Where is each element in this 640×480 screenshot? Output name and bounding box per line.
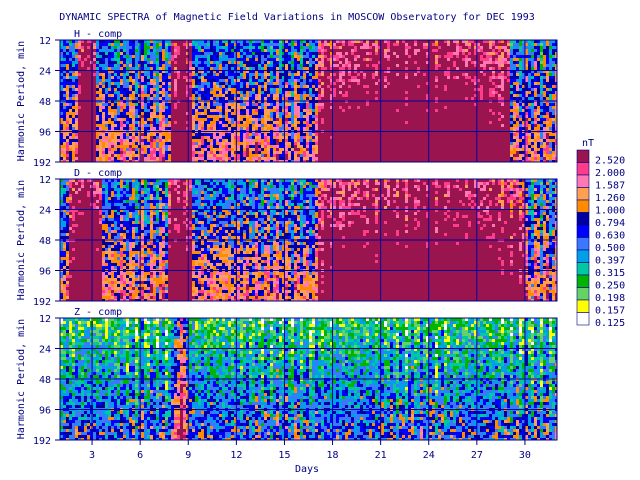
- y-tick-label: 48: [39, 97, 51, 108]
- figure-title: DYNAMIC SPECTRA of Magnetic Field Variat…: [59, 12, 535, 23]
- x-tick-label: 18: [327, 450, 339, 461]
- legend-value: 0.315: [595, 268, 625, 279]
- legend-swatch: [576, 262, 590, 276]
- legend-value: 0.500: [595, 243, 625, 254]
- y-tick-label: 192: [33, 436, 51, 447]
- y-axis-label: Harmonic Period, min: [16, 180, 27, 300]
- legend-swatch: [576, 174, 590, 188]
- x-tick-label: 15: [278, 450, 290, 461]
- legend-value: 1.000: [595, 205, 625, 216]
- legend-value: 0.630: [595, 230, 625, 241]
- legend-swatch: [576, 274, 590, 288]
- legend-swatch: [576, 299, 590, 313]
- legend-value: 1.260: [595, 193, 625, 204]
- y-tick-label: 12: [39, 175, 51, 186]
- panel-frame: [59, 39, 558, 163]
- legend-value: 0.157: [595, 305, 625, 316]
- panel-h-comp: 12 24 48 96 192 H - comp Harmonic Period, min: [16, 29, 558, 169]
- panel-label: D - comp: [74, 168, 122, 179]
- x-tick-label: 6: [137, 450, 143, 461]
- legend-value: 2.000: [595, 168, 625, 179]
- y-tick-label: 12: [39, 36, 51, 47]
- legend-value: 0.125: [595, 318, 625, 329]
- y-tick-label: 48: [39, 236, 51, 247]
- y-tick-label: 24: [39, 67, 51, 78]
- legend-unit: nT: [582, 138, 594, 149]
- panel-label: H - comp: [74, 29, 122, 40]
- x-tick-label: 9: [185, 450, 191, 461]
- legend-swatch: [576, 187, 590, 201]
- panel-d-comp: 12 24 48 96 192 D - comp Harmonic Period, min: [16, 168, 558, 308]
- y-tick-label: 24: [39, 345, 51, 356]
- y-tick-label: 192: [33, 158, 51, 169]
- panel-frame: [59, 317, 558, 441]
- panel-frame: [59, 178, 558, 302]
- legend-swatch: [576, 237, 590, 251]
- legend-value: 2.520: [595, 155, 625, 166]
- y-tick-label: 96: [39, 406, 51, 417]
- x-tick-label: 24: [423, 450, 435, 461]
- legend-value: 0.794: [595, 218, 625, 229]
- panel-z-comp: 12 24 48 96 192 Z - comp Harmonic Period, min: [16, 307, 558, 447]
- heatmap-cells: [60, 318, 557, 440]
- legend-swatch: [576, 212, 590, 226]
- legend-swatch: [576, 249, 590, 263]
- legend-value: 0.250: [595, 280, 625, 291]
- y-tick-label: 96: [39, 267, 51, 278]
- y-axis-label: Harmonic Period, min: [16, 319, 27, 439]
- legend-value: 1.587: [595, 180, 625, 191]
- legend-swatch: [576, 162, 590, 176]
- legend-swatch: [576, 287, 590, 301]
- x-tick-label: 3: [89, 450, 95, 461]
- legend-swatch: [576, 149, 590, 163]
- legend-swatch: [576, 199, 590, 213]
- legend-swatch: [576, 312, 590, 326]
- legend-value: 0.397: [595, 255, 625, 266]
- legend-swatch: [576, 224, 590, 238]
- y-tick-label: 48: [39, 375, 51, 386]
- y-tick-label: 24: [39, 206, 51, 217]
- y-tick-label: 192: [33, 297, 51, 308]
- x-tick-label: 30: [519, 450, 531, 461]
- x-axis-label: Days: [295, 464, 319, 475]
- x-tick-label: 27: [471, 450, 483, 461]
- x-tick-label: 21: [375, 450, 387, 461]
- x-tick-label: 12: [230, 450, 242, 461]
- panel-label: Z - comp: [74, 307, 122, 318]
- y-tick-label: 12: [39, 314, 51, 325]
- y-axis-label: Harmonic Period, min: [16, 41, 27, 161]
- legend-value: 0.198: [595, 293, 625, 304]
- heatmap-cells: [60, 40, 557, 162]
- y-tick-label: 96: [39, 128, 51, 139]
